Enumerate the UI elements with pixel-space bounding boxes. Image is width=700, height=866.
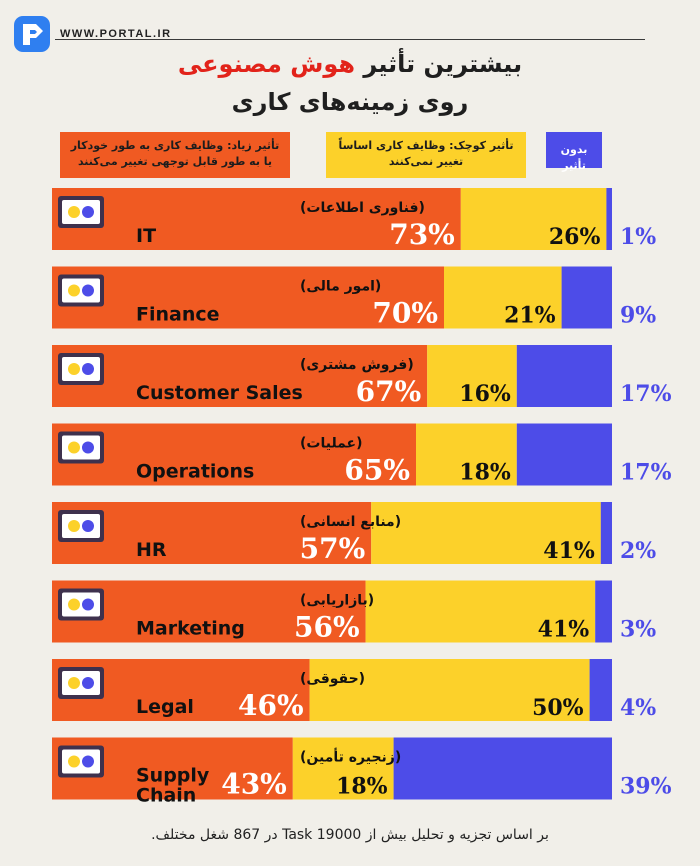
bar-segment-none [606, 188, 612, 250]
category-label-fa: (بازاریابی) [300, 593, 374, 609]
brand: WWW.PORTAL.IR [12, 14, 172, 54]
category-label-en: Operations [136, 461, 254, 483]
worker-illustration-icon [58, 667, 104, 699]
worker-illustration-icon [58, 431, 104, 464]
bar-segment-none [393, 737, 612, 800]
value-label-high: 56% [294, 611, 360, 644]
category-label-fa: (منابع انسانی) [300, 514, 401, 530]
value-label-high: 46% [238, 689, 304, 722]
category-label-fa: (عملیات) [300, 436, 363, 452]
value-label-low: 21% [504, 303, 556, 329]
value-label-low: 41% [543, 538, 595, 564]
bar-segment-low [292, 737, 394, 800]
legend-low-impact: تأثیر کوچک: وظایف کاری اساساً تغییر نمی‌… [326, 132, 526, 178]
value-label-none: 1% [620, 224, 656, 250]
bar-segment-low [460, 188, 607, 250]
category-label-fa: (فناوری اطلاعات) [300, 200, 425, 216]
bar-row: (فروش مشتری) Customer Sales 67% 16% 17% [52, 345, 672, 408]
worker-illustration-icon [58, 274, 104, 307]
value-label-high: 65% [344, 454, 410, 487]
bar-segment-low [427, 345, 517, 407]
value-label-none: 9% [620, 303, 656, 329]
page-title-line2: روی زمینه‌های کاری [231, 88, 469, 116]
bar-segment-none [561, 266, 612, 329]
bar-segment-high [52, 580, 366, 643]
category-label-fa: (زنجیره تأمین) [300, 748, 401, 766]
bar-segment-high [52, 423, 416, 486]
value-label-low: 50% [532, 695, 584, 721]
value-label-low: 18% [336, 774, 388, 800]
value-label-low: 18% [459, 460, 511, 486]
title-highlight: هوش مصنوعی [177, 50, 356, 78]
worker-illustration-icon [58, 745, 104, 778]
value-label-high: 70% [372, 297, 438, 330]
bar-segment-high [52, 502, 372, 564]
bar-segment-high [52, 188, 461, 250]
category-label-en: Supply [136, 765, 210, 787]
bar-segment-none [595, 580, 612, 643]
bar-segment-low [309, 659, 590, 721]
bar-row: (امور مالی) Finance 70% 21% 9% [52, 266, 656, 330]
worker-illustration-icon [58, 510, 104, 542]
legend-high-impact: تأثیر زیاد: وظایف کاری به طور خودکار یا … [60, 132, 290, 178]
worker-illustration-icon [58, 353, 104, 385]
value-label-high: 43% [221, 768, 287, 801]
value-label-low: 26% [549, 224, 601, 250]
bar-segment-low [444, 266, 562, 329]
category-label-en: Finance [136, 304, 220, 326]
value-label-none: 2% [620, 538, 656, 564]
bar-segment-low [365, 580, 596, 643]
category-label-fa: (فروش مشتری) [300, 357, 414, 373]
bar-segment-none [516, 423, 612, 486]
bar-segment-high [52, 266, 444, 329]
bar-segment-none [589, 659, 612, 721]
brand-name: WWW.PORTAL.IR [60, 28, 172, 40]
category-label-en: IT [136, 225, 156, 247]
bar-row: (بازاریابی) Marketing 56% 41% 3% [52, 580, 656, 644]
category-label-en: Chain [136, 785, 196, 807]
category-label-en: HR [136, 539, 167, 561]
header-divider [55, 39, 645, 40]
bar-row: (عملیات) Operations 65% 18% 17% [52, 423, 672, 487]
footer-note: بر اساس تجزیه و تحلیل بیش از 19000 Task … [151, 827, 549, 843]
value-label-none: 4% [620, 695, 656, 721]
bar-segment-high [52, 345, 428, 407]
category-label-fa: (امور مالی) [300, 279, 381, 295]
title-prefix: بیشترین تأثیر [363, 50, 523, 78]
bar-row: (منابع انسانی) HR 57% 41% 2% [52, 502, 656, 565]
portal-logo-icon [14, 16, 50, 52]
category-label-fa: (حقوقی) [300, 671, 365, 687]
worker-illustration-icon [58, 196, 104, 228]
category-label-en: Marketing [136, 618, 245, 640]
value-label-none: 17% [620, 381, 672, 407]
value-label-high: 73% [389, 218, 455, 251]
value-label-none: 39% [620, 774, 672, 800]
value-label-none: 3% [620, 617, 656, 643]
bar-segment-none [516, 345, 612, 407]
value-label-high: 57% [300, 532, 366, 565]
value-label-low: 16% [459, 381, 511, 407]
category-label-en: Legal [136, 696, 194, 718]
bar-row: (حقوقی) Legal 46% 50% 4% [52, 659, 656, 722]
value-label-high: 67% [356, 375, 422, 408]
bar-row: (فناوری اطلاعات) IT 73% 26% 1% [52, 188, 656, 251]
legend-no-impact: بدون تأثیر [546, 132, 602, 172]
value-label-none: 17% [620, 460, 672, 486]
bar-segment-low [416, 423, 517, 486]
bar-segment-none [600, 502, 612, 564]
bar-segment-low [371, 502, 601, 564]
category-label-en: Customer Sales [136, 382, 303, 404]
page-title-line1: بیشترین تأثیر هوش مصنوعی [0, 50, 700, 78]
value-label-low: 41% [538, 617, 590, 643]
worker-illustration-icon [58, 588, 104, 621]
